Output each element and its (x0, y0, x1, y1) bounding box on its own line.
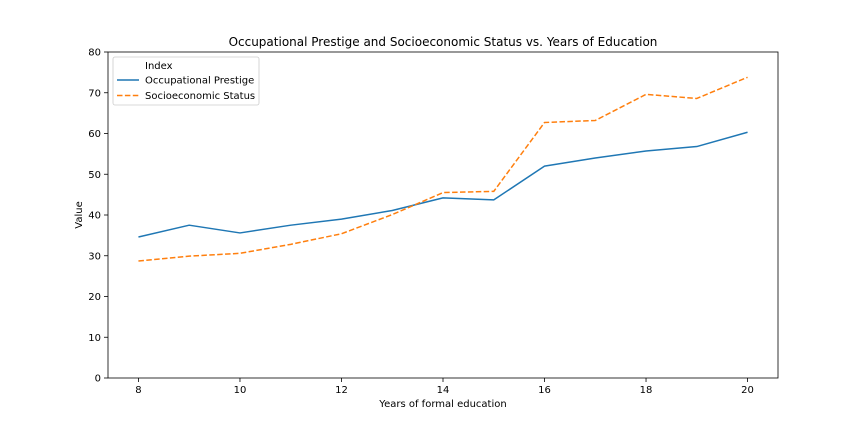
x-axis-label: Years of formal education (378, 399, 506, 410)
x-tick-label: 10 (234, 385, 247, 396)
legend: Index Occupational Prestige Socioeconomic … (112, 56, 260, 106)
y-tick-label: 40 (88, 211, 101, 222)
y-axis-label: Value (74, 201, 85, 228)
x-tick-label: 14 (437, 385, 450, 396)
chart-title: Occupational Prestige and Socioeconomic … (229, 35, 658, 49)
y-tick-label: 60 (88, 129, 101, 140)
y-tick-label: 50 (88, 170, 101, 181)
x-tick-label: 12 (335, 385, 348, 396)
y-tick-label: 20 (88, 292, 101, 303)
y-tick-label: 30 (88, 251, 101, 262)
x-tick-label: 16 (538, 385, 551, 396)
x-tick-label: 20 (741, 385, 754, 396)
legend-label-2: Socioeconomic Status (145, 91, 255, 102)
x-tick-label: 8 (135, 385, 141, 396)
y-tick-label: 10 (88, 333, 101, 344)
y-tick-label: 0 (95, 374, 101, 385)
legend-label-1: Occupational Prestige (145, 76, 254, 87)
legend-title: Index (145, 61, 173, 72)
plot-area: 8 10 12 14 16 18 20 0 10 20 30 40 50 60 70 80 (88, 48, 779, 396)
y-tick-label: 80 (88, 48, 101, 59)
legend-box (112, 56, 260, 106)
y-tick-label: 70 (88, 88, 101, 99)
x-tick-label: 18 (640, 385, 653, 396)
series-line-1 (138, 131, 748, 238)
